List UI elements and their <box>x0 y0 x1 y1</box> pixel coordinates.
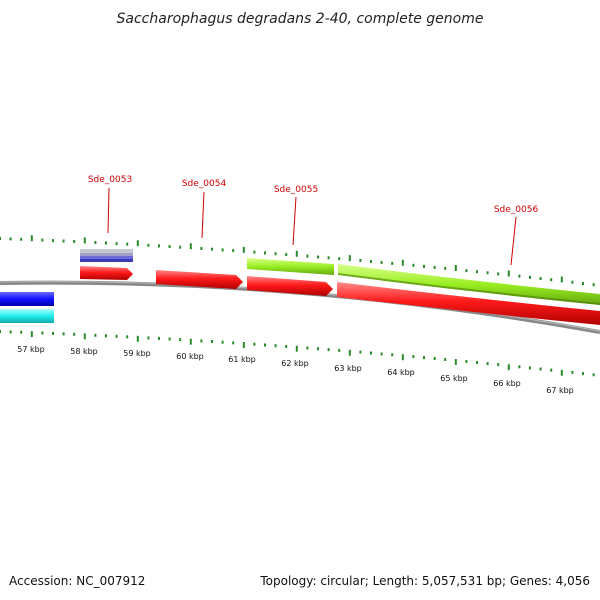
gene-sde-0054 <box>156 270 243 289</box>
gene-label-sde-0053: Sde_0053 <box>88 175 132 234</box>
scale-label: 61 kbp <box>228 355 256 364</box>
lime-feature-b <box>338 264 600 305</box>
gene-sde-0055 <box>247 276 333 296</box>
scale-label: 62 kbp <box>281 359 309 368</box>
accession-text: Accession: NC_007912 <box>9 574 146 588</box>
svg-text:Sde_0053: Sde_0053 <box>88 175 132 185</box>
topology-text: Topology: circular; Length: 5,057,531 bp… <box>260 574 590 588</box>
svg-text:Sde_0054: Sde_0054 <box>182 179 227 189</box>
map-title: Saccharophagus degradans 2-40, complete … <box>117 11 484 27</box>
scale-label: 64 kbp <box>387 368 415 377</box>
gene-label-sde-0054: Sde_0054 <box>182 179 227 239</box>
scale-label: 66 kbp <box>493 379 521 388</box>
scale-label: 57 kbp <box>17 345 45 354</box>
blue-feature <box>0 292 54 306</box>
scale-label: 60 kbp <box>176 352 204 361</box>
gene-label-sde-0055: Sde_0055 <box>274 185 318 246</box>
cyan-feature <box>0 309 54 323</box>
gene-sde-0053 <box>80 266 133 280</box>
scale-label: 65 kbp <box>440 374 468 383</box>
scale-label: 59 kbp <box>123 349 151 358</box>
outer-tick-row <box>0 235 595 287</box>
scale-labels: 57 kbp 58 kbp 59 kbp 60 kbp 61 kbp 62 kb… <box>17 345 574 395</box>
lime-feature-shadow <box>338 273 600 305</box>
scale-label: 63 kbp <box>334 364 362 373</box>
purple-feature <box>80 249 133 262</box>
svg-text:Sde_0055: Sde_0055 <box>274 185 318 195</box>
svg-text:Sde_0056: Sde_0056 <box>494 205 539 215</box>
gene-label-sde-0056: Sde_0056 <box>494 205 539 266</box>
scale-label: 58 kbp <box>70 347 98 356</box>
inner-tick-row <box>0 330 595 377</box>
gene-sde-0056 <box>337 282 600 325</box>
lime-feature-a <box>247 258 334 275</box>
scale-label: 67 kbp <box>546 386 574 395</box>
